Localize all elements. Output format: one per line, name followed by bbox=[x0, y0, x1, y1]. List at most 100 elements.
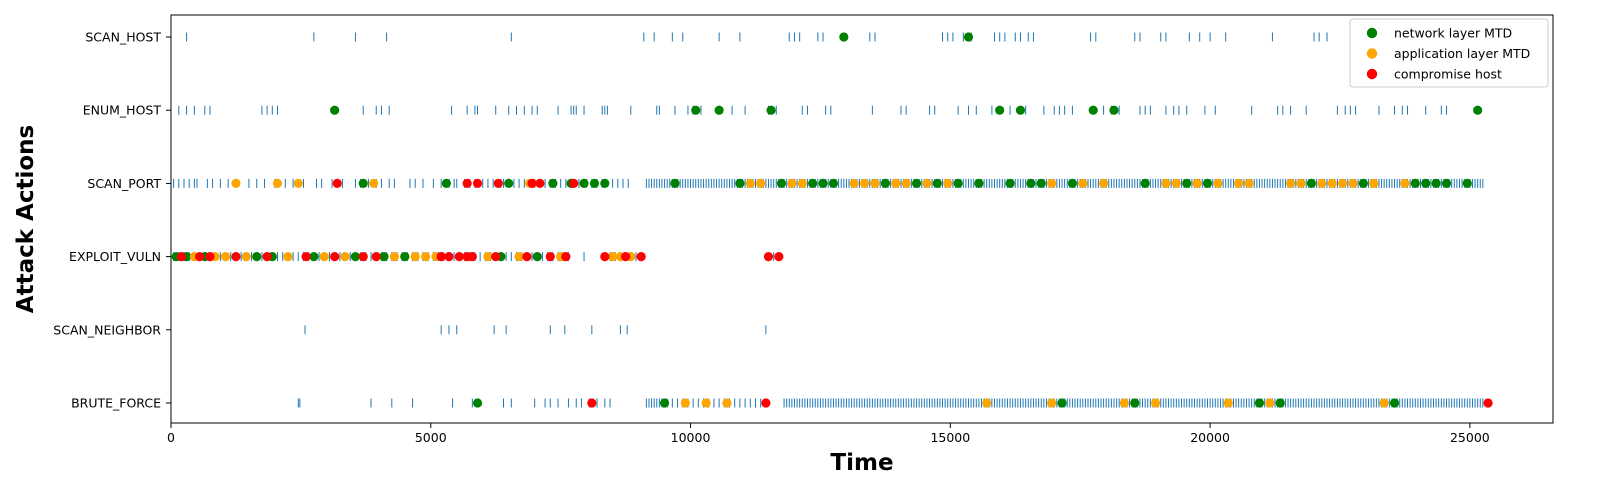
data-point bbox=[467, 252, 477, 262]
data-point bbox=[358, 178, 368, 188]
data-point bbox=[504, 178, 514, 188]
data-point bbox=[1441, 178, 1452, 188]
data-point bbox=[472, 178, 483, 188]
data-point bbox=[849, 178, 859, 188]
data-point bbox=[974, 178, 984, 188]
data-point bbox=[1400, 178, 1410, 188]
data-point bbox=[756, 178, 766, 188]
data-point bbox=[369, 178, 379, 188]
data-point bbox=[859, 178, 870, 188]
data-point bbox=[714, 105, 724, 115]
data-point bbox=[1265, 398, 1275, 408]
data-point bbox=[1369, 178, 1379, 188]
data-point bbox=[1182, 178, 1192, 188]
x-tick-label: 5000 bbox=[415, 430, 447, 445]
y-axis-title: Attack Actions bbox=[13, 125, 39, 313]
data-point bbox=[350, 252, 361, 262]
data-point bbox=[1119, 398, 1129, 408]
data-point bbox=[1483, 398, 1493, 408]
data-point bbox=[1473, 105, 1483, 115]
data-point bbox=[932, 178, 942, 188]
data-point bbox=[176, 252, 186, 262]
data-point bbox=[400, 252, 410, 262]
data-point bbox=[1306, 178, 1317, 188]
data-point bbox=[220, 252, 231, 262]
data-point bbox=[1254, 398, 1265, 408]
data-point bbox=[301, 252, 311, 262]
data-point bbox=[1078, 178, 1088, 188]
data-point bbox=[1202, 178, 1213, 188]
data-point bbox=[636, 252, 646, 262]
data-point bbox=[493, 178, 503, 188]
data-point bbox=[1348, 178, 1358, 188]
data-point bbox=[870, 178, 880, 188]
data-point bbox=[1047, 398, 1057, 408]
data-point bbox=[995, 105, 1005, 115]
data-point bbox=[1286, 178, 1296, 188]
data-point bbox=[600, 178, 610, 188]
data-point bbox=[1223, 398, 1233, 408]
data-point bbox=[514, 252, 524, 262]
legend-box bbox=[1349, 18, 1549, 88]
data-point bbox=[231, 252, 241, 262]
data-point bbox=[561, 252, 571, 262]
data-point bbox=[1358, 178, 1368, 188]
data-point bbox=[1389, 398, 1400, 408]
x-tick-label: 10000 bbox=[671, 430, 711, 445]
data-point bbox=[828, 178, 839, 188]
legend-label: application layer MTD bbox=[1394, 46, 1530, 61]
data-point bbox=[283, 252, 293, 262]
data-point bbox=[436, 252, 446, 262]
legend-marker bbox=[1366, 27, 1378, 39]
data-point bbox=[621, 252, 631, 262]
data-point bbox=[1421, 178, 1431, 188]
data-point bbox=[953, 178, 963, 188]
data-point bbox=[787, 178, 797, 188]
data-point bbox=[330, 252, 340, 262]
data-point bbox=[608, 252, 618, 262]
data-point bbox=[797, 178, 807, 188]
legend-marker bbox=[1366, 68, 1378, 80]
mtd-markers-layer bbox=[171, 32, 1493, 408]
x-tick-label: 25000 bbox=[1450, 430, 1490, 445]
data-point bbox=[1057, 398, 1067, 408]
data-point bbox=[410, 252, 420, 262]
legend-marker bbox=[1366, 48, 1378, 59]
data-point bbox=[1140, 178, 1150, 188]
data-point bbox=[462, 178, 472, 188]
data-point bbox=[340, 252, 350, 262]
data-point bbox=[379, 252, 389, 262]
data-point bbox=[444, 252, 454, 262]
y-tick-label: SCAN_NEIGHBOR bbox=[53, 322, 161, 337]
data-point bbox=[309, 252, 319, 262]
data-point bbox=[745, 178, 755, 188]
y-tick-label: SCAN_HOST bbox=[85, 30, 161, 45]
data-point bbox=[522, 252, 532, 262]
data-point bbox=[818, 178, 828, 188]
data-point bbox=[922, 178, 932, 188]
data-point bbox=[569, 178, 579, 188]
data-point bbox=[1067, 178, 1078, 188]
data-point bbox=[241, 252, 251, 262]
data-point bbox=[330, 105, 340, 115]
data-point bbox=[839, 32, 849, 42]
y-tick-label: ENUM_HOST bbox=[83, 103, 162, 118]
data-point bbox=[358, 252, 368, 262]
data-point bbox=[1015, 105, 1026, 115]
y-tick-label: EXPLOIT_VULN bbox=[69, 249, 161, 264]
data-point bbox=[389, 252, 400, 262]
data-point bbox=[532, 252, 542, 262]
data-point bbox=[527, 178, 537, 188]
data-point bbox=[1337, 178, 1348, 188]
data-point bbox=[776, 178, 787, 188]
data-point bbox=[659, 398, 670, 408]
data-point bbox=[1130, 398, 1140, 408]
data-point bbox=[1234, 178, 1244, 188]
action-ticks-layer bbox=[173, 32, 1484, 408]
x-axis: 0 5000 10000 15000 20000 25000 bbox=[167, 423, 1490, 445]
data-point bbox=[319, 252, 329, 262]
data-point bbox=[808, 178, 818, 188]
data-point bbox=[545, 252, 555, 262]
data-point bbox=[420, 252, 431, 262]
